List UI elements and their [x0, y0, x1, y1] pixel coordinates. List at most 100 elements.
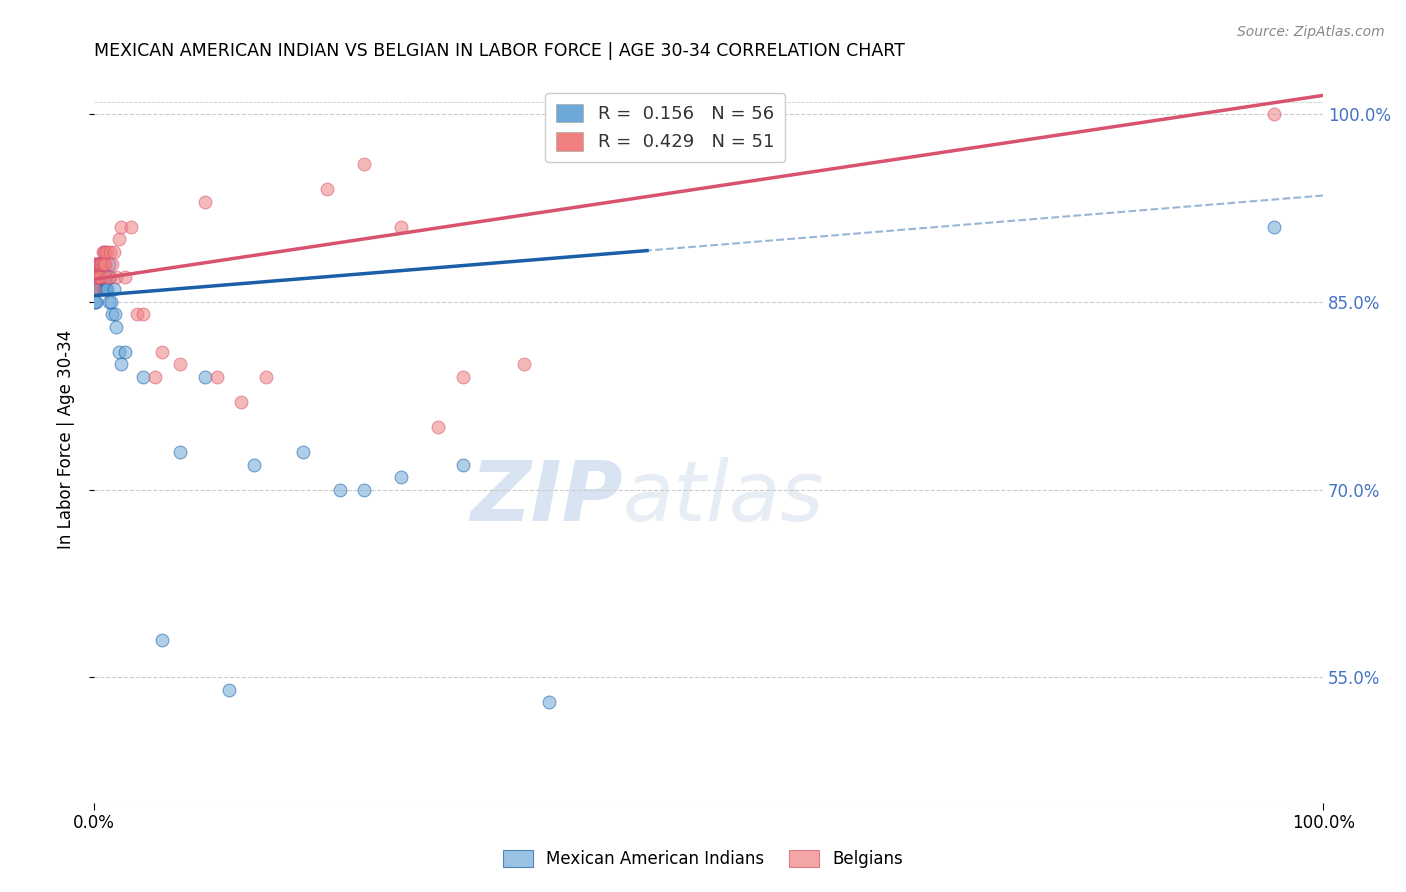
Point — [87, 257, 110, 271]
Point — [96, 269, 118, 284]
Point — [389, 219, 412, 234]
Point — [87, 257, 110, 271]
Point — [83, 282, 105, 296]
Point — [84, 269, 107, 284]
Point — [86, 269, 108, 284]
Point — [91, 257, 114, 271]
Point — [254, 370, 277, 384]
Point — [87, 269, 110, 284]
Point — [218, 682, 240, 697]
Point — [103, 282, 125, 296]
Point — [103, 244, 125, 259]
Point — [100, 294, 122, 309]
Point — [114, 345, 136, 359]
Point — [132, 370, 155, 384]
Point — [91, 282, 114, 296]
Point — [93, 282, 115, 296]
Point — [91, 244, 114, 259]
Point — [150, 632, 173, 647]
Point — [86, 282, 108, 296]
Point — [94, 269, 117, 284]
Point — [83, 282, 105, 296]
Point — [97, 257, 120, 271]
Point — [537, 696, 560, 710]
Point — [97, 269, 120, 284]
Point — [89, 269, 111, 284]
Point — [1263, 107, 1285, 121]
Point — [86, 269, 108, 284]
Point — [83, 269, 105, 284]
Point — [193, 194, 215, 209]
Point — [98, 244, 121, 259]
Point — [205, 370, 228, 384]
Point — [90, 257, 112, 271]
Point — [101, 257, 124, 271]
Point — [84, 282, 107, 296]
Point — [101, 307, 124, 321]
Point — [242, 458, 264, 472]
Point — [114, 269, 136, 284]
Point — [132, 307, 155, 321]
Point — [86, 269, 108, 284]
Point — [90, 269, 112, 284]
Point — [93, 269, 115, 284]
Point — [107, 232, 129, 246]
Point — [90, 257, 112, 271]
Text: ZIP: ZIP — [470, 458, 623, 538]
Legend: Mexican American Indians, Belgians: Mexican American Indians, Belgians — [496, 843, 910, 875]
Point — [89, 257, 111, 271]
Point — [83, 269, 105, 284]
Point — [94, 282, 117, 296]
Point — [104, 307, 127, 321]
Point — [105, 269, 128, 284]
Point — [120, 219, 142, 234]
Point — [86, 282, 108, 296]
Point — [83, 269, 105, 284]
Point — [89, 269, 111, 284]
Point — [90, 269, 112, 284]
Legend: R =  0.156   N = 56, R =  0.429   N = 51: R = 0.156 N = 56, R = 0.429 N = 51 — [546, 93, 785, 162]
Point — [105, 320, 128, 334]
Point — [96, 269, 118, 284]
Point — [316, 182, 339, 196]
Point — [451, 370, 474, 384]
Point — [169, 358, 191, 372]
Point — [125, 307, 148, 321]
Point — [87, 257, 110, 271]
Text: Source: ZipAtlas.com: Source: ZipAtlas.com — [1237, 25, 1385, 39]
Point — [98, 269, 121, 284]
Point — [86, 257, 108, 271]
Point — [110, 219, 132, 234]
Point — [389, 470, 412, 484]
Point — [231, 395, 253, 409]
Point — [84, 269, 107, 284]
Point — [94, 257, 117, 271]
Point — [89, 257, 111, 271]
Point — [84, 294, 107, 309]
Point — [150, 345, 173, 359]
Point — [96, 282, 118, 296]
Y-axis label: In Labor Force | Age 30-34: In Labor Force | Age 30-34 — [58, 330, 75, 549]
Point — [86, 294, 108, 309]
Point — [193, 370, 215, 384]
Point — [291, 445, 314, 459]
Point — [353, 483, 375, 497]
Point — [83, 294, 105, 309]
Point — [86, 257, 108, 271]
Point — [353, 157, 375, 171]
Point — [84, 269, 107, 284]
Point — [93, 244, 115, 259]
Point — [93, 257, 115, 271]
Point — [86, 269, 108, 284]
Point — [89, 269, 111, 284]
Point — [89, 282, 111, 296]
Point — [427, 420, 450, 434]
Point — [84, 257, 107, 271]
Point — [84, 257, 107, 271]
Point — [97, 294, 120, 309]
Point — [110, 358, 132, 372]
Text: atlas: atlas — [623, 458, 824, 538]
Point — [145, 370, 167, 384]
Point — [329, 483, 352, 497]
Point — [1263, 219, 1285, 234]
